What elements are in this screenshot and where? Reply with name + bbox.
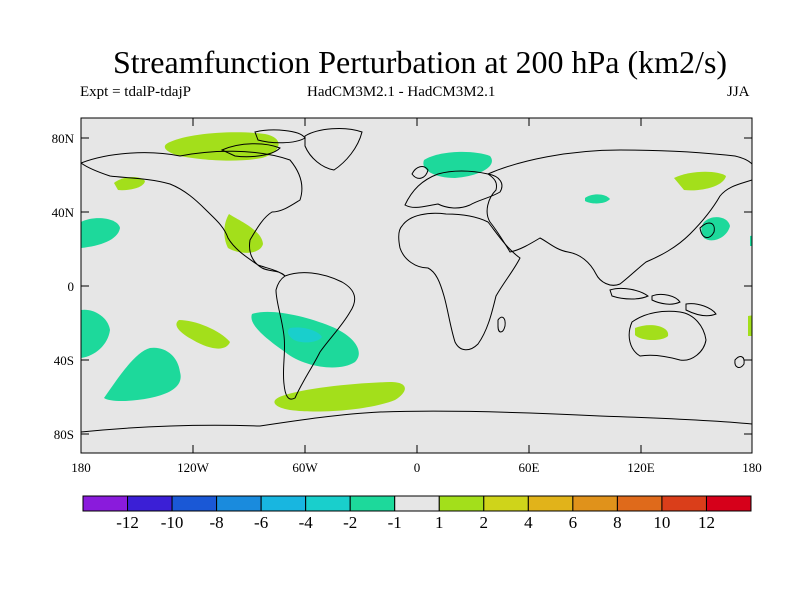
season-label: JJA [727,84,750,100]
lon-label: 60W [292,460,318,475]
colorbar-label: -10 [161,513,184,532]
lon-label: 60E [519,460,540,475]
map-title: Streamfunction Perturbation at 200 hPa (… [112,44,728,80]
map-background [81,118,752,453]
lon-label: 180 [71,460,91,475]
colorbar-label: 1 [435,513,444,532]
anomaly-negative [104,347,181,401]
anomaly-positive [176,320,230,349]
colorbar-box [438,495,485,512]
colorbar-box [616,495,663,512]
colorbar-box [305,495,351,512]
lon-labels: 180 120W 60W 0 60E 120E 180 [71,460,762,475]
colorbar-box [260,495,307,512]
anomaly-positive [748,315,752,336]
colorbar-label: -1 [388,513,402,532]
lon-label: 120E [627,460,655,475]
coastlines [81,128,752,433]
colorbar-label: 10 [653,513,670,532]
colorbar-box [127,495,173,512]
lat-label: 80N [52,131,75,146]
colorbar-label: -6 [254,513,268,532]
colorbar-label: 6 [569,513,578,532]
lat-label: 40N [52,205,75,220]
anomaly-positive [635,325,669,341]
colorbar-box [483,495,529,512]
colorbar-labels: -12 -10 -8 -6 -4 -2 -1 1 2 4 6 8 10 12 [116,513,715,532]
colorbar-box [82,495,129,512]
colorbar-box [572,495,618,512]
anomaly-negative [81,309,110,358]
colorbar-label: -12 [116,513,139,532]
anomaly-positive [114,177,145,191]
colorbar-label: 2 [480,513,489,532]
colorbar-label: 4 [524,513,533,532]
colorbar-label: -8 [210,513,224,532]
lon-label: 120W [177,460,210,475]
anomaly-negative-strong [287,327,322,343]
anomaly-negative [81,218,120,248]
lon-label: 180 [742,460,762,475]
anomaly-positive [224,214,263,253]
colorbar-label: -4 [299,513,314,532]
model-label: HadCM3M2.1 - HadCM3M2.1 [307,84,496,100]
anomaly-negative [585,194,610,204]
colorbar-box [171,495,218,512]
colorbar-box [216,495,262,512]
lon-label: 0 [414,460,421,475]
lat-labels: 80N 40N 0 40S 80S [52,131,75,442]
lat-label: 40S [54,353,74,368]
colorbar-box [349,495,396,512]
axis-ticks [81,118,752,453]
anomaly-positive [674,171,726,191]
colorbar-label: 8 [613,513,622,532]
lat-label: 80S [54,427,74,442]
colorbar-box [394,495,440,512]
colorbar-box [661,495,707,512]
lat-label: 0 [68,279,75,294]
colorbar-label: -2 [343,513,357,532]
colorbar [82,495,752,512]
colorbar-box [705,495,752,512]
colorbar-label: 12 [698,513,715,532]
colorbar-box [527,495,574,512]
experiment-label: Expt = tdalP-tdajP [80,84,191,100]
anomaly-positive [274,382,405,412]
